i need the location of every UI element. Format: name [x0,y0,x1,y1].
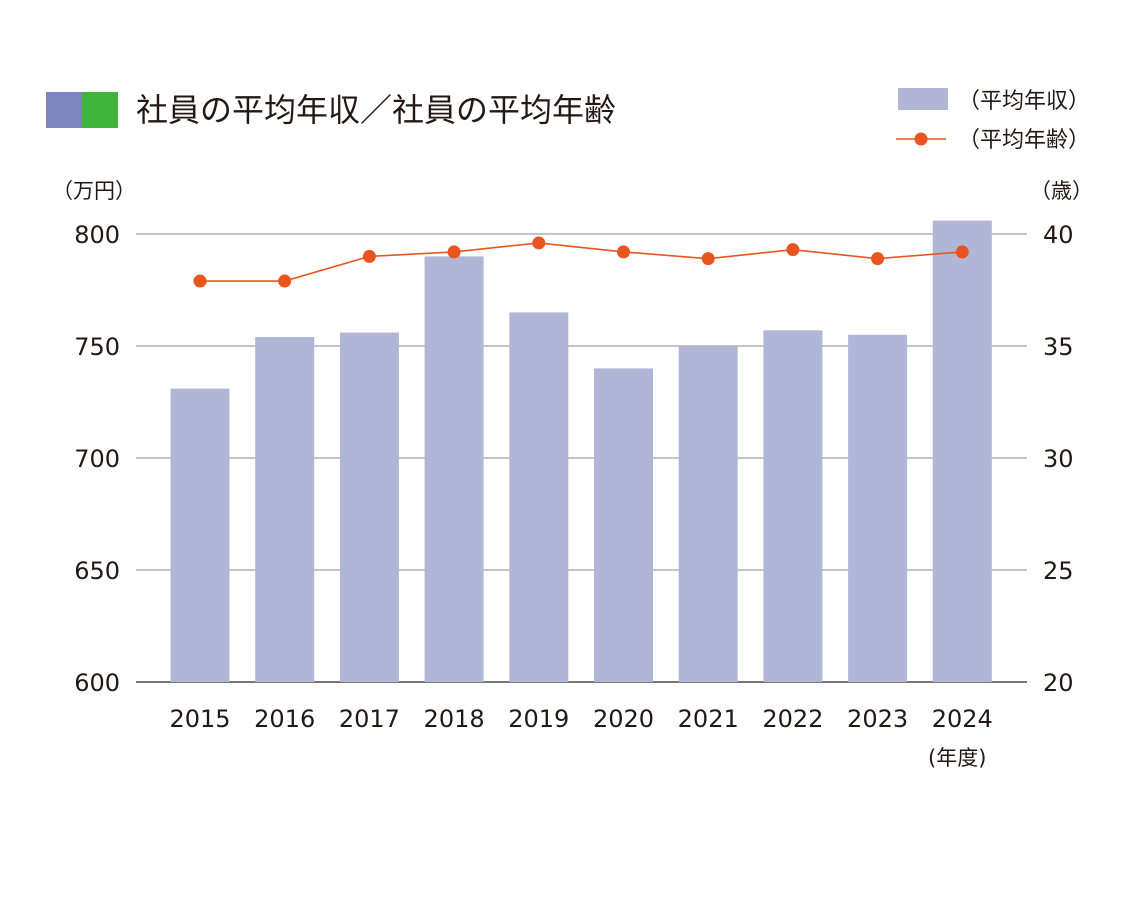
x-tick-label: 2022 [762,705,823,733]
bar-2022 [763,330,823,682]
legend: （平均年収） （平均年齢） [896,88,1090,153]
bar-series [170,220,992,682]
title-block: 社員の平均年収／社員の平均年齢 [46,91,616,129]
age-point-2021 [701,252,715,266]
y-right-tick-label: 20 [1043,669,1074,697]
age-point-2019 [532,236,546,250]
y-left-tick-label: 650 [74,557,120,585]
age-point-2022 [786,243,800,257]
x-tick-label: 2016 [254,705,315,733]
x-tick-label: 2020 [593,705,654,733]
y-right-tick-label: 30 [1043,445,1074,473]
y-right-tick-label: 25 [1043,557,1074,585]
age-point-2018 [447,245,461,259]
bar-2020 [594,368,653,682]
bar-2017 [339,332,399,682]
y-right-tick-label: 40 [1043,221,1074,249]
legend-bar-label: （平均年収） [958,89,1090,114]
bar-2023 [848,334,908,682]
bar-2016 [255,337,315,682]
legend-line-marker [914,132,928,146]
line-series [193,236,969,288]
x-unit: (年度) [928,746,986,770]
x-tick-label: 2019 [508,705,569,733]
bar-2015 [170,388,230,682]
bar-2021 [678,346,738,682]
x-tick-label: 2024 [932,705,993,733]
y-left-tick-label: 600 [74,669,120,697]
y-left-unit: （万円） [52,179,136,203]
title-marker-green [82,92,118,128]
y-left-tick-label: 700 [74,445,120,473]
y-right-tick-label: 35 [1043,333,1074,361]
bar-2024 [932,220,992,682]
x-tick-label: 2015 [169,705,230,733]
age-point-2016 [278,274,292,288]
x-tick-label: 2017 [339,705,400,733]
x-tick-label: 2021 [678,705,739,733]
age-point-2024 [955,245,969,259]
y-right-unit: （歳） [1030,179,1093,203]
legend-line-label: （平均年齢） [958,128,1090,153]
bar-2018 [424,256,484,682]
legend-bar-swatch [898,88,948,110]
bar-2019 [509,312,569,682]
age-point-2020 [617,245,630,259]
tick-labels: 600 650 700 750 800 20 25 30 35 40 2015 2016 2017 201… [74,221,1073,733]
title-marker-blue [46,92,82,128]
age-point-2023 [871,252,885,266]
x-tick-label: 2023 [847,705,908,733]
x-tick-label: 2018 [424,705,485,733]
y-left-tick-label: 750 [74,333,120,361]
age-point-2015 [193,274,207,288]
y-left-tick-label: 800 [74,221,120,249]
age-line [200,242,963,282]
age-point-2017 [362,249,376,263]
chart-title: 社員の平均年収／社員の平均年齢 [136,91,616,129]
